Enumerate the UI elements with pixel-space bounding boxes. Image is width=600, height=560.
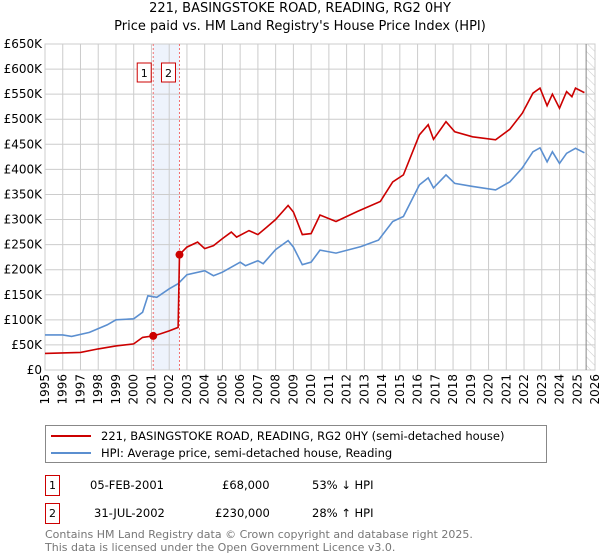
x-tick-label: 1999 bbox=[109, 374, 123, 405]
legend-swatch-blue bbox=[51, 452, 91, 454]
transaction-row: 2 31-JUL-2002 £230,000 28% ↑ HPI bbox=[45, 503, 525, 524]
x-tick-label: 1997 bbox=[73, 374, 87, 405]
y-tick-label: £350K bbox=[4, 187, 44, 201]
x-tick-label: 2013 bbox=[357, 374, 371, 405]
x-tick-label: 2011 bbox=[322, 374, 336, 405]
x-tick-label: 2018 bbox=[446, 374, 460, 405]
x-tick-label: 2002 bbox=[162, 374, 176, 405]
chart-title: 221, BASINGSTOKE ROAD, READING, RG2 0HY bbox=[149, 1, 451, 16]
x-tick-label: 2010 bbox=[304, 374, 318, 405]
x-tick-label: 2020 bbox=[482, 374, 496, 405]
chart-subtitle: Price paid vs. HM Land Registry's House … bbox=[114, 19, 486, 34]
sale-period-shade bbox=[153, 44, 180, 370]
plot-border bbox=[44, 43, 596, 371]
y-tick-label: £500K bbox=[4, 112, 44, 126]
series-line bbox=[44, 86, 585, 355]
x-tick-label: 2021 bbox=[499, 374, 513, 405]
transaction-hpi: 53% ↓ HPI bbox=[312, 478, 374, 492]
x-tick-label: 2022 bbox=[517, 374, 531, 405]
series-line bbox=[45, 146, 585, 338]
y-tick-label: £550K bbox=[4, 87, 44, 101]
x-tick-label: 2023 bbox=[535, 374, 549, 405]
x-tick-label: 1996 bbox=[56, 374, 70, 405]
footer: Contains HM Land Registry data © Crown c… bbox=[45, 528, 473, 554]
transaction-badge: 1 bbox=[45, 475, 60, 496]
x-tick-label: 2003 bbox=[180, 374, 194, 405]
y-tick-label: £450K bbox=[4, 137, 44, 151]
x-tick-label: 2006 bbox=[233, 374, 247, 405]
x-tick-label: 2004 bbox=[198, 374, 212, 405]
footer-licence: This data is licensed under the Open Gov… bbox=[45, 541, 396, 554]
x-tick-label: 2008 bbox=[269, 374, 283, 405]
x-tick-label: 2017 bbox=[428, 374, 442, 405]
x-tick-label: 2026 bbox=[588, 374, 600, 405]
y-tick-label: £300K bbox=[4, 213, 44, 227]
x-tick-label: 2019 bbox=[464, 374, 478, 405]
transaction-date: 31-JUL-2002 bbox=[94, 506, 165, 520]
y-tick-label: £400K bbox=[4, 162, 44, 176]
footer-copyright: Contains HM Land Registry data © Crown c… bbox=[45, 528, 473, 541]
y-tick-label: £0 bbox=[27, 363, 42, 377]
sale-marker-badge bbox=[160, 62, 176, 83]
price-chart: 1995 1996 1997 1998 1999 2000 2001 2002 2003 2004… bbox=[4, 37, 600, 405]
x-tick-label: 1998 bbox=[91, 374, 105, 405]
y-tick-label: £600K bbox=[4, 62, 44, 76]
transaction-badge: 2 bbox=[45, 503, 60, 524]
x-tick-label: 2009 bbox=[286, 374, 300, 405]
forecast-hatch bbox=[586, 44, 595, 370]
transaction-hpi: 28% ↑ HPI bbox=[312, 506, 374, 520]
transaction-price: £68,000 bbox=[222, 478, 270, 492]
y-tick-label: £650K bbox=[4, 37, 44, 51]
y-tick-label: £200K bbox=[4, 263, 44, 277]
y-tick-label: £150K bbox=[4, 288, 44, 302]
legend-swatch-red bbox=[51, 435, 91, 437]
x-tick-label: 2007 bbox=[251, 374, 265, 405]
x-tick-label: 2015 bbox=[393, 374, 407, 405]
x-tick-label: 2016 bbox=[411, 374, 425, 405]
legend-item-property: 221, BASINGSTOKE ROAD, READING, RG2 0HY … bbox=[46, 428, 505, 444]
legend-label: 221, BASINGSTOKE ROAD, READING, RG2 0HY … bbox=[101, 429, 505, 443]
legend-item-hpi: HPI: Average price, semi-detached house,… bbox=[46, 445, 392, 461]
sale-marker-badge bbox=[136, 62, 152, 83]
sale-marker-label: 1 bbox=[141, 67, 148, 80]
x-tick-label: 2014 bbox=[375, 374, 389, 405]
x-tick-label: 2025 bbox=[570, 374, 584, 405]
x-tick-label: 2012 bbox=[340, 374, 354, 405]
x-tick-label: 1995 bbox=[38, 374, 52, 405]
y-tick-label: £100K bbox=[4, 313, 44, 327]
legend: 221, BASINGSTOKE ROAD, READING, RG2 0HY … bbox=[45, 425, 547, 463]
x-tick-label: 2000 bbox=[127, 374, 141, 405]
transaction-price: £230,000 bbox=[215, 506, 270, 520]
transaction-date: 05-FEB-2001 bbox=[90, 478, 164, 492]
transaction-row: 1 05-FEB-2001 £68,000 53% ↓ HPI bbox=[45, 475, 525, 496]
y-tick-label: £50K bbox=[11, 338, 43, 352]
y-tick-label: £250K bbox=[4, 238, 44, 252]
sale-point bbox=[149, 331, 158, 340]
x-tick-label: 2001 bbox=[144, 374, 158, 405]
x-tick-label: 2005 bbox=[215, 374, 229, 405]
sale-point bbox=[175, 250, 184, 259]
legend-label: HPI: Average price, semi-detached house,… bbox=[101, 446, 393, 460]
sale-marker-label: 2 bbox=[165, 67, 172, 80]
x-tick-label: 2024 bbox=[553, 374, 567, 405]
